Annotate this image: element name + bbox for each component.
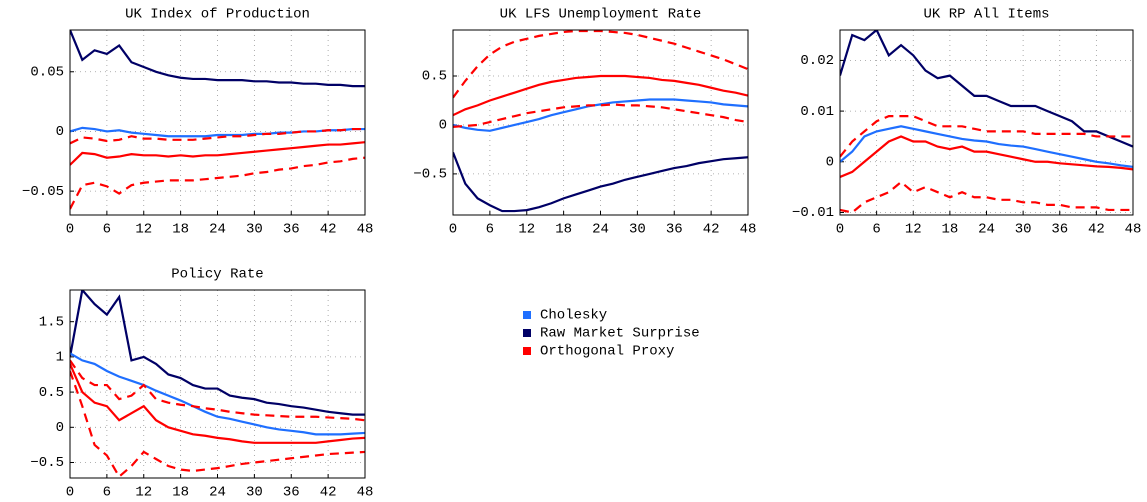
series-line — [453, 74, 748, 117]
legend-swatch — [523, 329, 531, 337]
series-line — [453, 103, 748, 128]
x-tick-label: 30 — [629, 222, 646, 238]
x-tick-label: 6 — [103, 222, 111, 238]
y-tick-label: −0.5 — [413, 167, 447, 183]
axes-frame — [69, 29, 366, 216]
x-tick-label: 48 — [357, 485, 374, 501]
series-line — [70, 290, 365, 416]
x-tick-label: 36 — [666, 222, 683, 238]
x-tick-label: 24 — [592, 222, 609, 238]
x-tick-label: 24 — [978, 222, 995, 238]
y-tick-label: 0.5 — [39, 385, 64, 401]
chart-title: UK Index of Production — [125, 7, 310, 23]
x-tick-label: 30 — [246, 485, 263, 501]
series-line — [70, 370, 365, 478]
x-tick-label: 12 — [518, 222, 535, 238]
x-tick-label: 42 — [320, 485, 337, 501]
series-line — [70, 126, 365, 138]
x-tick-label: 18 — [555, 222, 572, 238]
y-tick-label: −0.01 — [792, 205, 834, 221]
x-tick-label: 42 — [320, 222, 337, 238]
x-tick-label: 0 — [836, 222, 844, 238]
series-line — [70, 156, 365, 210]
axes-frame — [69, 289, 366, 479]
plot-area — [840, 30, 1133, 214]
series-line — [453, 30, 748, 99]
plot-area — [70, 290, 365, 478]
x-tick-label: 18 — [172, 222, 189, 238]
x-tick-label: 12 — [135, 485, 152, 501]
y-tick-label: −0.5 — [30, 455, 64, 471]
y-tick-label: 0.05 — [30, 64, 64, 80]
legend-label: Cholesky — [540, 308, 607, 324]
y-tick-label: 0.01 — [800, 104, 834, 120]
legend-label: Raw Market Surprise — [540, 326, 700, 342]
x-tick-label: 36 — [1051, 222, 1068, 238]
x-tick-label: 6 — [486, 222, 494, 238]
axes-frame — [839, 29, 1134, 216]
x-tick-label: 48 — [740, 222, 757, 238]
plot-area — [70, 30, 365, 210]
x-tick-label: 30 — [246, 222, 263, 238]
y-tick-label: 0.02 — [800, 53, 834, 69]
y-tick-label: 1 — [56, 350, 64, 366]
x-tick-label: 24 — [209, 485, 226, 501]
y-tick-label: 0.5 — [422, 69, 447, 85]
legend-swatch — [523, 347, 531, 355]
x-tick-label: 42 — [703, 222, 720, 238]
series-line — [70, 363, 365, 444]
x-tick-label: 0 — [66, 222, 74, 238]
series-line — [70, 127, 365, 145]
x-tick-label: 18 — [941, 222, 958, 238]
series-line — [70, 30, 365, 88]
y-tick-label: 0 — [439, 118, 447, 134]
series-line — [840, 115, 1133, 158]
x-tick-label: 0 — [66, 485, 74, 501]
y-tick-label: 0 — [826, 154, 834, 170]
series-line — [70, 352, 365, 436]
x-tick-label: 42 — [1088, 222, 1105, 238]
y-tick-label: 0 — [56, 420, 64, 436]
chart-title: Policy Rate — [171, 267, 263, 283]
series-line — [70, 141, 365, 166]
series-line — [840, 135, 1133, 179]
x-tick-label: 48 — [357, 222, 374, 238]
x-tick-label: 36 — [283, 222, 300, 238]
axes-frame — [452, 29, 749, 216]
x-tick-label: 36 — [283, 485, 300, 501]
series-line — [453, 98, 748, 132]
series-line — [840, 125, 1133, 168]
chart-title: UK RP All Items — [923, 7, 1049, 23]
series-line — [840, 180, 1133, 214]
x-tick-label: 12 — [905, 222, 922, 238]
x-tick-label: 48 — [1125, 222, 1142, 238]
y-tick-label: 0 — [56, 124, 64, 140]
series-line — [840, 30, 1133, 148]
x-tick-label: 6 — [872, 222, 880, 238]
x-tick-label: 30 — [1015, 222, 1032, 238]
x-tick-label: 12 — [135, 222, 152, 238]
x-tick-label: 18 — [172, 485, 189, 501]
legend-swatch — [523, 311, 531, 319]
x-tick-label: 24 — [209, 222, 226, 238]
chart-title: UK LFS Unemployment Rate — [500, 7, 702, 23]
series-line — [70, 359, 365, 422]
x-tick-label: 6 — [103, 485, 111, 501]
plot-area — [453, 30, 748, 213]
legend-label: Orthogonal Proxy — [540, 344, 674, 360]
y-tick-label: 1.5 — [39, 314, 64, 330]
series-line — [453, 151, 748, 213]
x-tick-label: 0 — [449, 222, 457, 238]
y-tick-label: −0.05 — [22, 184, 64, 200]
